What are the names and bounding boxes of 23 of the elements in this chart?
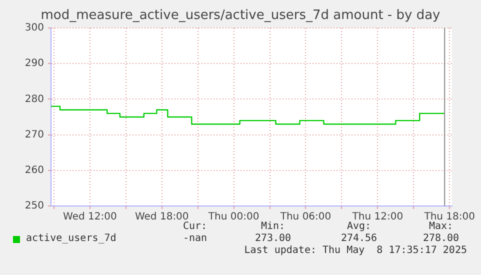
text: 278.00 [422, 233, 460, 244]
text: Cur: [182, 221, 208, 232]
x-tick-label: Thu 00:00 [207, 212, 260, 223]
y-tick-label: 270 [24, 129, 44, 140]
text: Avg: [346, 221, 372, 232]
text: -nan [182, 233, 208, 244]
x-tick-label: Wed 18:00 [134, 212, 189, 223]
y-tick-label: 280 [24, 94, 44, 105]
chart-title: mod_measure_active_users/active_users_7d amount - by day [40, 8, 442, 23]
x-tick-label: Wed 12:00 [63, 212, 117, 223]
legend-label: active_users_7d [26, 233, 116, 244]
y-tick-label: 290 [24, 58, 44, 70]
x-tick-label: Thu 06:00 [279, 212, 332, 223]
text: Last update: Thu May 8 17:35:17 2025 [244, 245, 467, 256]
x-tick-label: Thu 18:00 [423, 212, 475, 223]
y-tick-label: 300 [24, 22, 44, 34]
text: Max: [428, 221, 454, 232]
x-tick-label: Thu 12:00 [351, 212, 404, 223]
y-tick-label: 260 [24, 164, 44, 176]
text: 273.00 [254, 233, 292, 244]
text: Min: [260, 221, 286, 232]
text: 274.56 [340, 233, 378, 244]
y-tick-label: 250 [24, 200, 44, 212]
